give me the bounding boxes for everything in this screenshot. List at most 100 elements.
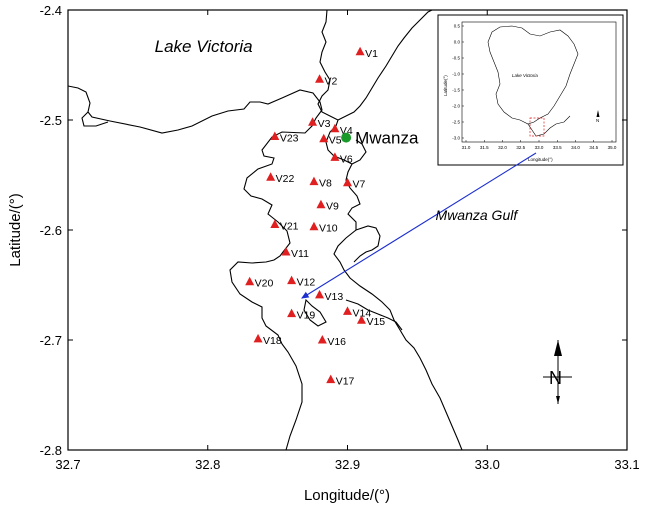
inset-y-tick-label: 0.0 (454, 40, 461, 45)
x-tick-label: 32.8 (195, 457, 220, 472)
inset-y-tick-label: -0.5 (452, 56, 460, 61)
station-label: V14 (353, 307, 372, 319)
x-tick-label: 33.1 (614, 457, 639, 472)
station-marker (356, 315, 366, 324)
station-label: V21 (280, 221, 299, 233)
inset-north-label: N (596, 118, 599, 123)
y-axis-title: Latitude/(°) (7, 193, 24, 267)
station-label: V22 (276, 173, 295, 185)
x-tick-label: 32.7 (55, 457, 80, 472)
station-v15: V15 (356, 315, 385, 328)
inset-frame (437, 14, 624, 166)
west-shoreline (68, 85, 323, 450)
station-label: V9 (326, 201, 339, 213)
station-v22: V22 (266, 172, 294, 185)
annotation-label: Lake Victoria (155, 37, 253, 56)
inset-lake-label: Lake Victoria (512, 73, 538, 78)
y-tick-label: -2.8 (40, 443, 62, 458)
inset-x-tick-label: 31.0 (462, 145, 471, 150)
x-axis-title: Longitude/(°) (304, 487, 390, 504)
north-east-shoreline (337, 10, 433, 121)
station-marker (245, 276, 255, 286)
station-v18: V18 (253, 333, 282, 347)
station-marker (319, 133, 329, 143)
inset-y-tick-label: -2.5 (452, 120, 460, 125)
station-marker (330, 123, 340, 133)
south-arrow-head (556, 396, 560, 404)
y-tick-label: -2.4 (40, 3, 62, 18)
station-v3: V3 (308, 117, 331, 130)
inset-x-tick-label: 32.0 (498, 145, 507, 150)
coastline (68, 10, 463, 450)
north-arrow-label: N (549, 368, 562, 388)
inset-pointer-arrow (301, 152, 537, 299)
station-label: V3 (318, 118, 331, 130)
station-marker (287, 275, 297, 285)
north-arrow: N (543, 340, 572, 404)
station-marker (287, 308, 297, 318)
station-v21: V21 (270, 219, 299, 233)
x-tick-label: 32.9 (335, 457, 360, 472)
station-v7: V7 (343, 177, 366, 191)
station-v5: V5 (319, 133, 342, 147)
inset-y-tick-labels: 0.5 0.0 -0.5 -1.0 -1.5 -2.0 -2.5 -3.0 (452, 24, 464, 141)
station-marker (326, 374, 336, 384)
station-v9: V9 (316, 199, 339, 213)
station-label: V17 (336, 376, 355, 388)
station-marker (266, 172, 276, 181)
y-tick-label: -2.5 (40, 113, 62, 128)
inset-north-arrow: N (596, 110, 600, 123)
peninsula-v14 (345, 299, 403, 331)
south-east-shore (353, 225, 381, 263)
city-markers: Mwanza (341, 129, 419, 148)
inset-x-tick-label: 33.5 (553, 145, 562, 150)
inset-x-tick-label: 32.5 (516, 145, 525, 150)
station-marker (355, 46, 365, 56)
station-marker (330, 152, 340, 161)
station-marker (270, 131, 280, 140)
city-label: Mwanza (355, 129, 419, 148)
station-v13: V13 (315, 289, 344, 303)
station-marker (308, 117, 318, 126)
station-label: V19 (297, 310, 316, 322)
north-arrow-head (554, 340, 562, 356)
station-label: V10 (319, 223, 338, 235)
station-v14: V14 (343, 306, 371, 319)
station-v17: V17 (326, 374, 355, 388)
inset-xlabel: Longitude(°) (528, 157, 553, 162)
station-v23: V23 (270, 131, 299, 145)
y-tick-label: -2.6 (40, 223, 62, 238)
inset-x-tick-label: 34.5 (589, 145, 598, 150)
station-label: V23 (280, 133, 299, 145)
inset-y-tick-label: -3.0 (452, 136, 460, 141)
station-v19: V19 (287, 308, 316, 322)
inset-x-tick-label: 33.0 (535, 145, 544, 150)
inset-y-tick-label: -2.0 (452, 104, 460, 109)
island-mid (303, 298, 327, 327)
station-marker (270, 219, 280, 228)
station-marker (253, 333, 263, 343)
station-v1: V1 (355, 46, 378, 60)
station-label: V20 (255, 278, 274, 290)
map-annotations: Lake Victoria Mwanza Gulf (155, 37, 520, 223)
station-marker (343, 177, 352, 187)
inset-x-tick-label: 31.5 (480, 145, 489, 150)
station-v20: V20 (245, 276, 274, 290)
inset-x-tick-labels: 31.0 31.5 32.0 32.5 33.0 33.5 34.0 34.5 35.0 (462, 140, 617, 150)
station-v10: V10 (309, 221, 338, 235)
x-tick-label: 33.0 (475, 457, 500, 472)
station-v8: V8 (309, 176, 332, 190)
station-marker (309, 221, 319, 231)
station-marker (317, 335, 327, 344)
east-shoreline (317, 10, 463, 450)
inset-ylabel: Latitude(°) (443, 75, 448, 96)
sampling-stations: V1V2V3V4V5V6V7V8V9V10V11V12V13V14V15V16V… (245, 46, 385, 388)
station-label: V15 (366, 316, 385, 328)
x-axis: 32.7 32.8 32.9 33.0 33.1 (55, 10, 640, 472)
station-marker (343, 306, 352, 315)
station-label: V18 (263, 335, 282, 347)
station-label: V6 (340, 153, 353, 165)
east-inlet (351, 139, 367, 165)
station-label: V13 (325, 291, 344, 303)
